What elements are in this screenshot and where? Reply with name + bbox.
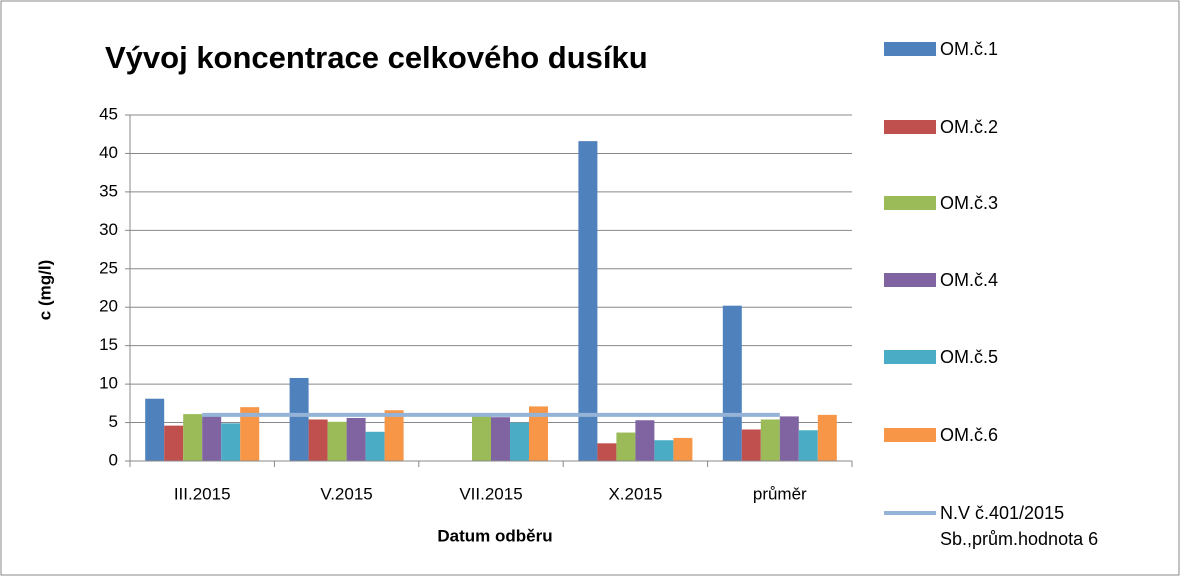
y-tick-label: 10	[99, 374, 118, 393]
bar	[202, 415, 222, 461]
bar	[164, 425, 184, 461]
legend-label: OM.č.3	[940, 193, 999, 213]
legend-swatch	[884, 350, 936, 364]
x-tick-label: III.2015	[174, 484, 231, 503]
bar	[654, 440, 674, 461]
x-axis-label: Datum odběru	[437, 526, 552, 545]
bar	[578, 141, 598, 462]
bar	[798, 430, 818, 461]
y-tick-label: 25	[99, 258, 118, 277]
x-tick-label: X.2015	[608, 484, 662, 503]
legend-label: N.V č.401/2015 Sb.,prům.hodnota 6	[940, 503, 1099, 549]
legend-entry: OM.č.1	[884, 36, 1174, 62]
y-tick-label: 40	[99, 143, 118, 162]
bar	[327, 421, 347, 461]
legend-label: OM.č.1	[940, 39, 999, 59]
bar	[635, 420, 655, 461]
chart-title: Vývoj koncentrace celkového dusíku	[105, 40, 648, 75]
y-tick-label: 15	[99, 335, 118, 354]
bar	[472, 414, 491, 461]
bar	[183, 414, 203, 461]
bar	[529, 406, 548, 461]
bar	[760, 419, 780, 461]
bar	[384, 410, 404, 461]
y-tick-label: 30	[99, 220, 118, 239]
y-tick-label: 20	[99, 297, 118, 316]
bar	[673, 437, 693, 461]
bar	[722, 305, 742, 461]
bar	[365, 431, 385, 461]
legend-entry: OM.č.5	[884, 344, 1174, 370]
x-tick-label: VII.2015	[459, 484, 522, 503]
y-tick-label: 5	[109, 412, 118, 431]
legend-label: OM.č.2	[940, 117, 999, 137]
bar	[779, 416, 799, 461]
bar	[308, 419, 328, 461]
y-tick-label: 0	[109, 450, 118, 469]
legend-label: OM.č.6	[940, 425, 999, 445]
legend-entry: OM.č.3	[884, 190, 1174, 216]
legend-label: OM.č.4	[940, 270, 999, 290]
legend-entry: OM.č.4	[884, 267, 1174, 293]
legend-swatch	[884, 120, 936, 134]
bar	[346, 417, 366, 461]
y-tick-label: 45	[99, 104, 118, 123]
bar	[597, 443, 617, 461]
bar	[817, 414, 837, 461]
bar	[221, 423, 241, 461]
x-tick-label: průměr	[753, 484, 807, 503]
legend-swatch	[884, 196, 936, 210]
legend-entry: OM.č.2	[884, 114, 1174, 140]
bar	[289, 377, 309, 461]
y-tick-label: 35	[99, 181, 118, 200]
legend-swatch	[884, 511, 936, 515]
x-tick-label: V.2015	[320, 484, 372, 503]
legend-swatch	[884, 428, 936, 442]
bar	[510, 422, 529, 461]
legend-swatch	[884, 42, 936, 56]
legend-entry: OM.č.6	[884, 422, 1174, 448]
y-axis-label: c (mg/l)	[35, 260, 54, 320]
legend-label: OM.č.5	[940, 347, 999, 367]
bar	[491, 417, 510, 461]
legend-entry: N.V č.401/2015 Sb.,prům.hodnota 6	[884, 500, 1174, 552]
legend-swatch	[884, 273, 936, 287]
bar	[145, 398, 165, 461]
bar	[240, 407, 260, 461]
bar	[741, 429, 761, 461]
bar	[616, 432, 636, 461]
